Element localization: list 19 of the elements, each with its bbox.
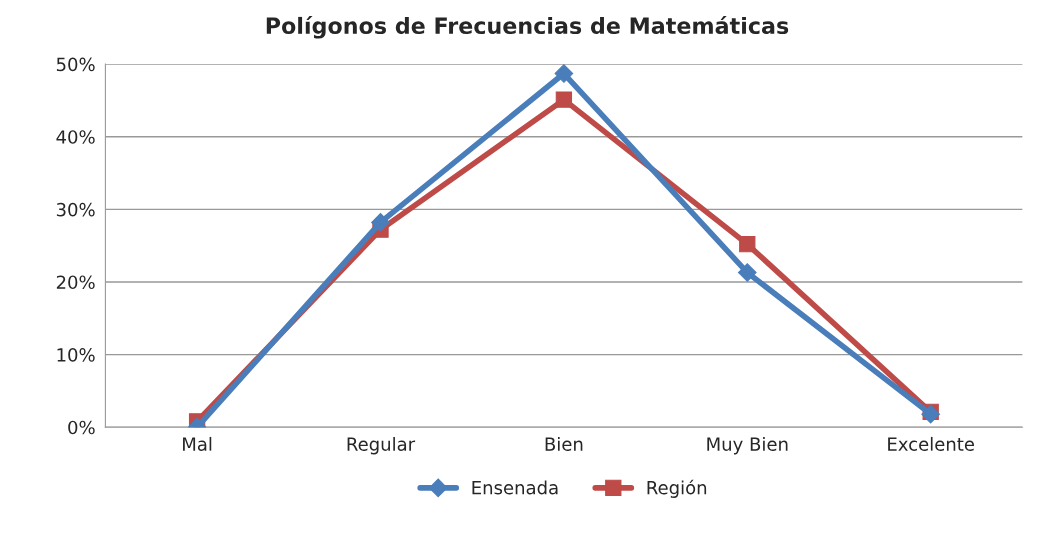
point (554, 64, 574, 83)
legend-label: Ensenada (472, 480, 558, 495)
chart-title: Polígonos de Frecuencias de Matemáticas (266, 16, 789, 39)
y-tick-label: 0% (68, 420, 95, 435)
x-tick-label: Bien (545, 436, 583, 451)
x-tick-label: Excelente (888, 436, 974, 451)
point (555, 91, 573, 108)
point (737, 263, 757, 282)
x-tick-label: Regular (347, 436, 416, 455)
y-tick-label: 40% (56, 130, 95, 144)
x-tick-label: Mal (183, 436, 212, 451)
x-tick-label: Muy Bien (707, 436, 788, 455)
y-tick-label: 30% (56, 202, 95, 217)
y-tick-label: 20% (56, 275, 95, 290)
y-tick-label: 10% (57, 348, 95, 362)
point (739, 236, 756, 253)
point (371, 213, 390, 232)
y-tick-label: 50% (56, 57, 95, 72)
legend-label: Región (647, 479, 707, 498)
